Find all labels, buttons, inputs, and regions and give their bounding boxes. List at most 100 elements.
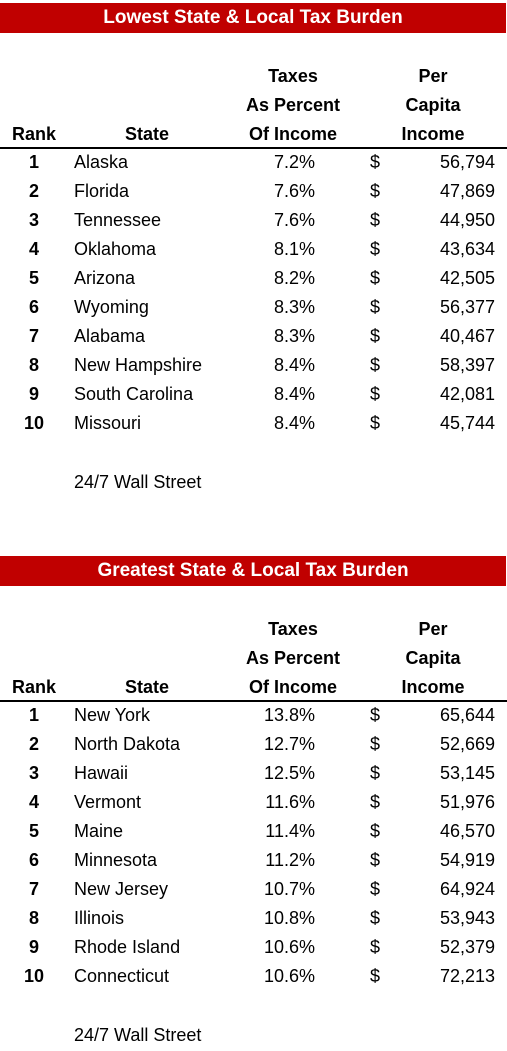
taxes-header-line3: Of Income: [248, 124, 337, 144]
currency-symbol: $: [370, 879, 381, 899]
per-capita-income-cell: 64,924: [439, 879, 495, 899]
income-header-line3: Income: [401, 124, 465, 144]
rank-cell: 4: [28, 239, 39, 259]
rank-cell: 6: [28, 297, 39, 317]
tax-percent-cell: 8.4%: [273, 413, 315, 433]
rank-cell: 6: [28, 850, 39, 870]
tax-percent-cell: 12.5%: [263, 763, 315, 783]
tax-percent-cell: 8.4%: [273, 384, 315, 404]
state-cell: North Dakota: [74, 734, 181, 754]
tax-percent-cell: 8.3%: [273, 297, 315, 317]
rank-cell: 4: [28, 792, 39, 812]
tax-percent-cell: 10.8%: [263, 908, 315, 928]
currency-symbol: $: [370, 821, 381, 841]
income-header-line2: Capita: [405, 648, 461, 668]
tax-percent-cell: 7.6%: [273, 210, 315, 230]
source-note: 24/7 Wall Street: [74, 1025, 202, 1045]
state-cell: Alabama: [74, 326, 146, 346]
lowest-tax-table: Lowest State & Local Tax Burden Taxes Pe…: [0, 0, 507, 520]
currency-symbol: $: [370, 413, 381, 433]
state-cell: Alaska: [74, 152, 129, 172]
currency-symbol: $: [370, 210, 381, 230]
currency-symbol: $: [370, 152, 381, 172]
state-cell: New York: [74, 705, 151, 725]
rank-cell: 7: [28, 326, 39, 346]
currency-symbol: $: [370, 734, 381, 754]
header-divider: [0, 700, 507, 702]
tax-percent-cell: 10.6%: [263, 966, 315, 986]
per-capita-income-cell: 44,950: [439, 210, 495, 230]
income-header-line3: Income: [401, 677, 465, 697]
currency-symbol: $: [370, 705, 381, 725]
per-capita-income-cell: 72,213: [439, 966, 495, 986]
state-cell: Illinois: [74, 908, 125, 928]
per-capita-income-cell: 65,644: [439, 705, 495, 725]
state-cell: New Hampshire: [74, 355, 203, 375]
tax-percent-cell: 8.3%: [273, 326, 315, 346]
currency-symbol: $: [370, 326, 381, 346]
per-capita-income-cell: 58,397: [439, 355, 495, 375]
rank-cell: 9: [28, 937, 39, 957]
state-cell: Tennessee: [74, 210, 162, 230]
rank-cell: 8: [28, 355, 39, 375]
taxes-header-line3: Of Income: [248, 677, 337, 697]
income-header-line2: Capita: [405, 95, 461, 115]
state-cell: Missouri: [74, 413, 142, 433]
rank-cell: 1: [28, 152, 39, 172]
state-cell: Arizona: [74, 268, 136, 288]
taxes-header-line1: Taxes: [268, 66, 318, 86]
taxes-header-line1: Taxes: [268, 619, 318, 639]
tax-percent-cell: 11.6%: [265, 792, 315, 812]
tax-percent-cell: 11.4%: [265, 821, 315, 841]
per-capita-income-cell: 40,467: [439, 326, 495, 346]
rank-header: Rank: [11, 124, 56, 144]
rank-cell: 5: [28, 268, 39, 288]
taxes-header-line2: As Percent: [245, 95, 341, 115]
state-cell: Rhode Island: [74, 937, 181, 957]
per-capita-income-cell: 47,869: [439, 181, 495, 201]
per-capita-income-cell: 53,145: [439, 763, 495, 783]
state-cell: Wyoming: [74, 297, 149, 317]
table-title: Lowest State & Local Tax Burden: [0, 3, 506, 33]
tax-percent-cell: 7.6%: [273, 181, 315, 201]
per-capita-income-cell: 45,744: [439, 413, 495, 433]
state-cell: Hawaii: [74, 763, 129, 783]
per-capita-income-cell: 51,976: [439, 792, 495, 812]
currency-symbol: $: [370, 763, 381, 783]
state-cell: New Jersey: [74, 879, 169, 899]
tax-percent-cell: 12.7%: [263, 734, 315, 754]
state-cell: South Carolina: [74, 384, 194, 404]
state-cell: Oklahoma: [74, 239, 157, 259]
rank-cell: 8: [28, 908, 39, 928]
tax-percent-cell: 11.2%: [265, 850, 315, 870]
rank-cell: 5: [28, 821, 39, 841]
state-cell: Connecticut: [74, 966, 170, 986]
rank-cell: 9: [28, 384, 39, 404]
state-header: State: [124, 124, 169, 144]
per-capita-income-cell: 52,669: [439, 734, 495, 754]
per-capita-income-cell: 43,634: [439, 239, 495, 259]
currency-symbol: $: [370, 966, 381, 986]
rank-cell: 7: [28, 879, 39, 899]
per-capita-income-cell: 54,919: [439, 850, 495, 870]
rank-cell: 2: [28, 181, 39, 201]
state-cell: Florida: [74, 181, 130, 201]
currency-symbol: $: [370, 908, 381, 928]
currency-symbol: $: [370, 792, 381, 812]
per-capita-income-cell: 56,794: [439, 152, 495, 172]
currency-symbol: $: [370, 355, 381, 375]
currency-symbol: $: [370, 239, 381, 259]
income-header-line1: Per: [418, 619, 448, 639]
rank-cell: 1: [28, 705, 39, 725]
greatest-tax-table: Greatest State & Local Tax Burden Taxes …: [0, 553, 507, 1051]
tax-percent-cell: 10.7%: [263, 879, 315, 899]
taxes-header-line2: As Percent: [245, 648, 341, 668]
currency-symbol: $: [370, 384, 381, 404]
income-header-line1: Per: [418, 66, 448, 86]
rank-cell: 3: [28, 210, 39, 230]
rank-cell: 10: [23, 966, 45, 986]
per-capita-income-cell: 42,081: [439, 384, 495, 404]
rank-cell: 10: [23, 413, 45, 433]
header-divider: [0, 147, 507, 149]
tax-percent-cell: 10.6%: [263, 937, 315, 957]
